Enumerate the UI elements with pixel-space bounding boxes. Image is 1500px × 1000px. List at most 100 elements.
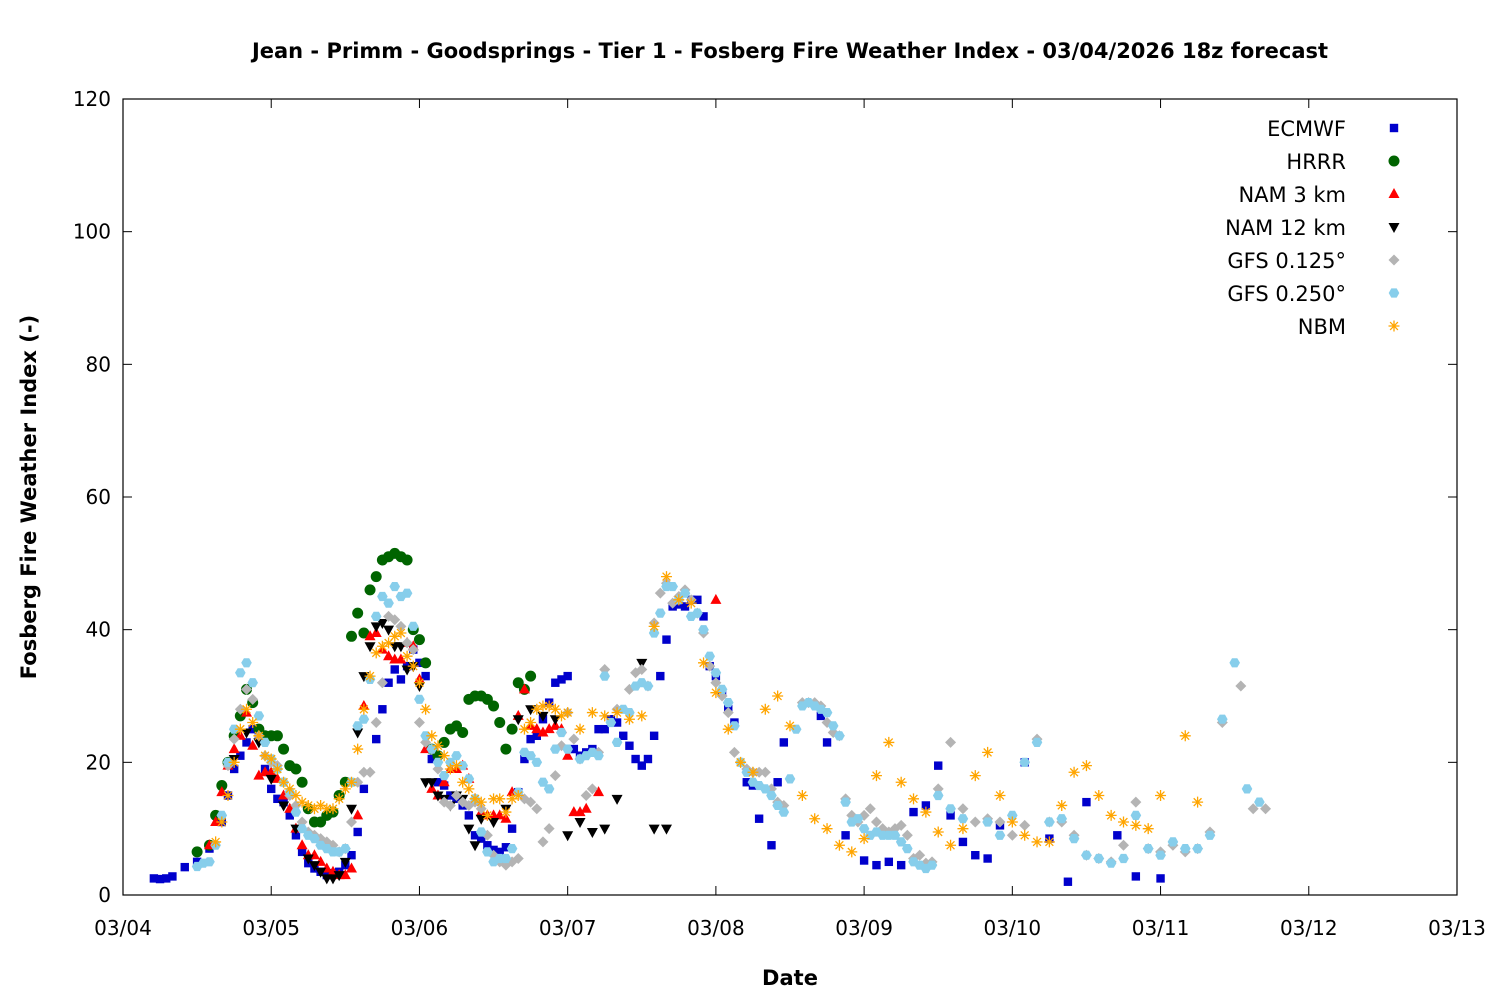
data-point [722,723,734,735]
data-point [926,860,938,870]
data-point [859,856,869,865]
data-point [1247,803,1259,815]
x-tick-label: 03/11 [1132,916,1190,940]
data-point [660,571,672,583]
data-point [685,597,697,609]
data-point [884,857,894,867]
data-point [557,675,566,684]
data-point [1167,837,1179,847]
data-point [500,743,512,755]
legend-marker [1388,188,1400,198]
data-point [599,710,611,722]
data-point [247,739,259,750]
data-point [710,668,722,678]
data-point [358,703,370,715]
data-point [352,809,364,820]
data-point [475,796,487,808]
data-point [840,797,851,807]
data-point [656,671,665,681]
data-point [241,703,253,715]
data-point [895,819,907,831]
data-point [512,853,524,865]
data-point [1007,810,1018,820]
data-point [531,703,543,715]
data-point [162,874,171,883]
data-point [1043,836,1055,848]
data-point [353,827,362,837]
data-point [389,630,401,642]
data-point [562,707,574,719]
data-point [413,717,425,729]
data-point [908,793,920,805]
y-tick-label: 100 [73,220,111,244]
data-point [451,751,462,761]
data-point [333,793,345,805]
data-point [347,851,356,860]
data-point [1019,757,1030,767]
data-point [1105,858,1117,868]
data-point [518,723,530,735]
data-point [586,783,598,795]
data-point [846,846,858,858]
data-point [370,717,382,729]
data-point [364,584,376,596]
data-point [149,874,159,883]
data-point [569,744,579,754]
data-point [271,730,283,742]
data-point [883,736,895,748]
data-point [698,625,709,635]
data-point [259,750,271,762]
data-point [562,831,574,842]
data-point [383,650,395,661]
data-point [1031,836,1043,848]
data-point [921,801,931,810]
data-point [631,754,640,764]
data-point [870,816,882,828]
legend-label: GFS 0.250° [1227,282,1346,306]
data-point [643,754,653,764]
data-point [909,807,918,817]
data-point [1056,799,1068,811]
data-point [852,814,864,824]
data-point [549,770,561,782]
data-point [710,593,722,604]
data-point [376,677,388,689]
legend: ECMWF HRRR NAM 3 km NAM 12 km GFS 0.125° GFS … [1225,117,1400,339]
data-point [574,818,586,829]
x-axis-label: Date [762,966,818,990]
data-point [994,790,1006,801]
data-point [464,811,474,820]
legend-label: NAM 3 km [1238,183,1346,207]
data-point [549,703,561,715]
data-point [531,803,543,815]
data-point [693,595,702,605]
data-point [605,717,617,728]
data-point [191,846,203,858]
data-point [531,757,543,767]
data-point [945,804,956,814]
series-5 [191,582,1265,874]
data-point [957,823,969,835]
data-point [401,588,413,598]
data-point [488,700,500,712]
data-point [556,727,567,738]
data-point [445,757,456,767]
data-point [506,793,518,805]
data-point [642,681,654,691]
data-point [321,803,333,815]
data-point [285,811,294,820]
data-point [253,730,265,742]
data-point [413,677,425,689]
data-point [378,705,387,714]
data-point [432,740,444,752]
data-point [358,714,370,724]
data-point [550,744,561,754]
data-point [296,824,308,834]
data-point [512,790,524,801]
data-point [710,677,722,689]
data-point [444,763,456,775]
data-point [346,816,358,828]
data-point [315,867,327,878]
data-point [235,668,246,678]
data-point [352,728,364,739]
